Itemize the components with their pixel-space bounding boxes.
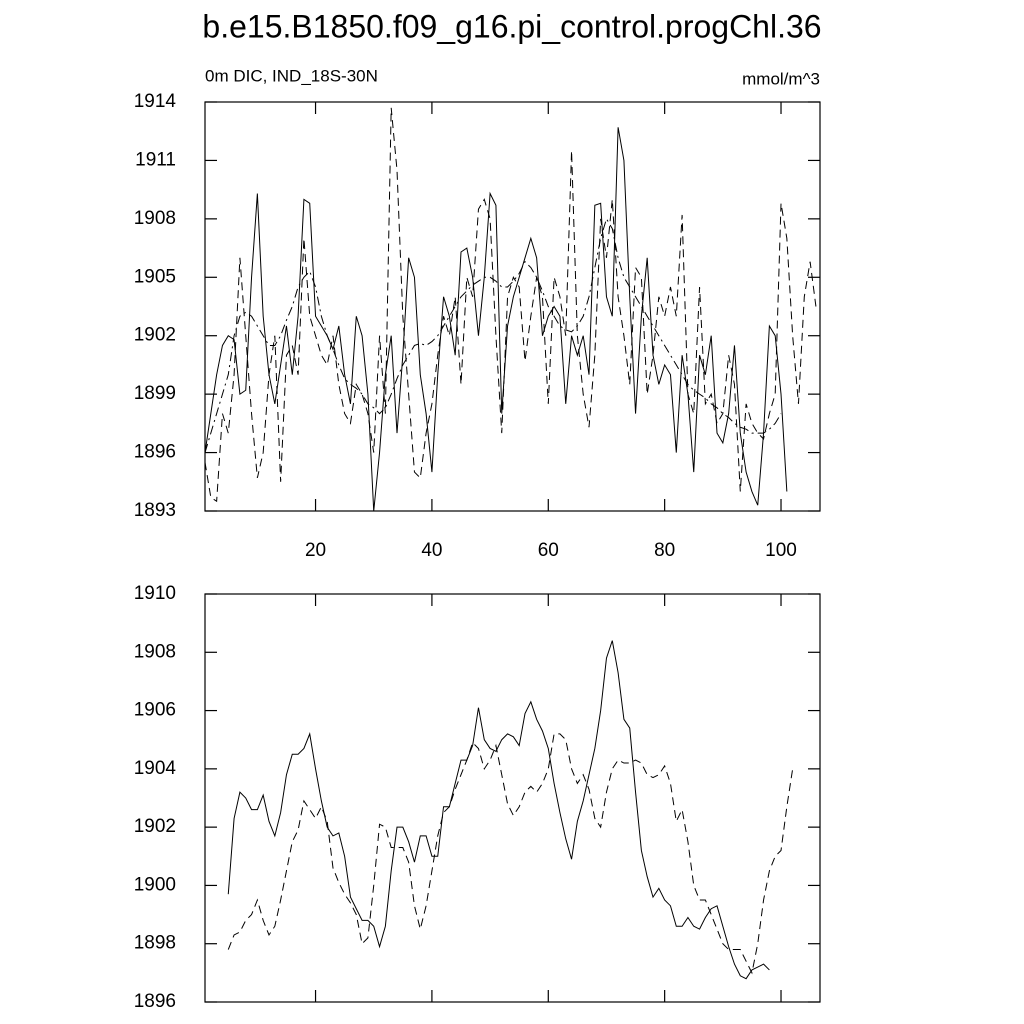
data-line [227,733,794,975]
title: b.e15.B1850.f09_g16.pi_control.progChl.3… [202,8,821,44]
y-tick-label: 1908 [134,641,176,662]
y-tick-label: 1910 [134,583,176,604]
y-tick-label: 1902 [134,325,176,346]
data-line [204,107,817,503]
data-line [204,127,788,512]
y-tick-label: 1904 [134,758,177,779]
x-tick-label: 80 [654,540,675,561]
y-tick-label: 1911 [135,149,176,170]
y-tick-label: 1902 [134,816,176,837]
plot-frame [204,101,821,512]
x-tick-label: 20 [305,540,326,561]
x-tick-label: 40 [421,540,442,561]
y-tick-label: 1906 [134,700,176,721]
y-tick-label: 1914 [134,91,177,112]
y-tick-label: 1898 [134,933,176,954]
data-line [204,217,782,453]
data-line [227,640,770,980]
y-tick-label: 1896 [134,442,176,463]
subtitle: 0m DIC, IND_18S-30N [205,66,378,85]
x-tick-label: 60 [538,540,559,561]
plot-frame [204,593,821,1003]
y-tick-label: 1893 [134,500,176,521]
x-tick-label: 100 [765,540,797,561]
y-tick-label: 1896 [134,991,176,1012]
y-tick-label: 1899 [134,383,176,404]
units: mmol/m^3 [742,69,820,88]
y-tick-label: 1900 [134,874,176,895]
y-tick-label: 1905 [134,266,176,287]
y-tick-label: 1908 [134,208,176,229]
